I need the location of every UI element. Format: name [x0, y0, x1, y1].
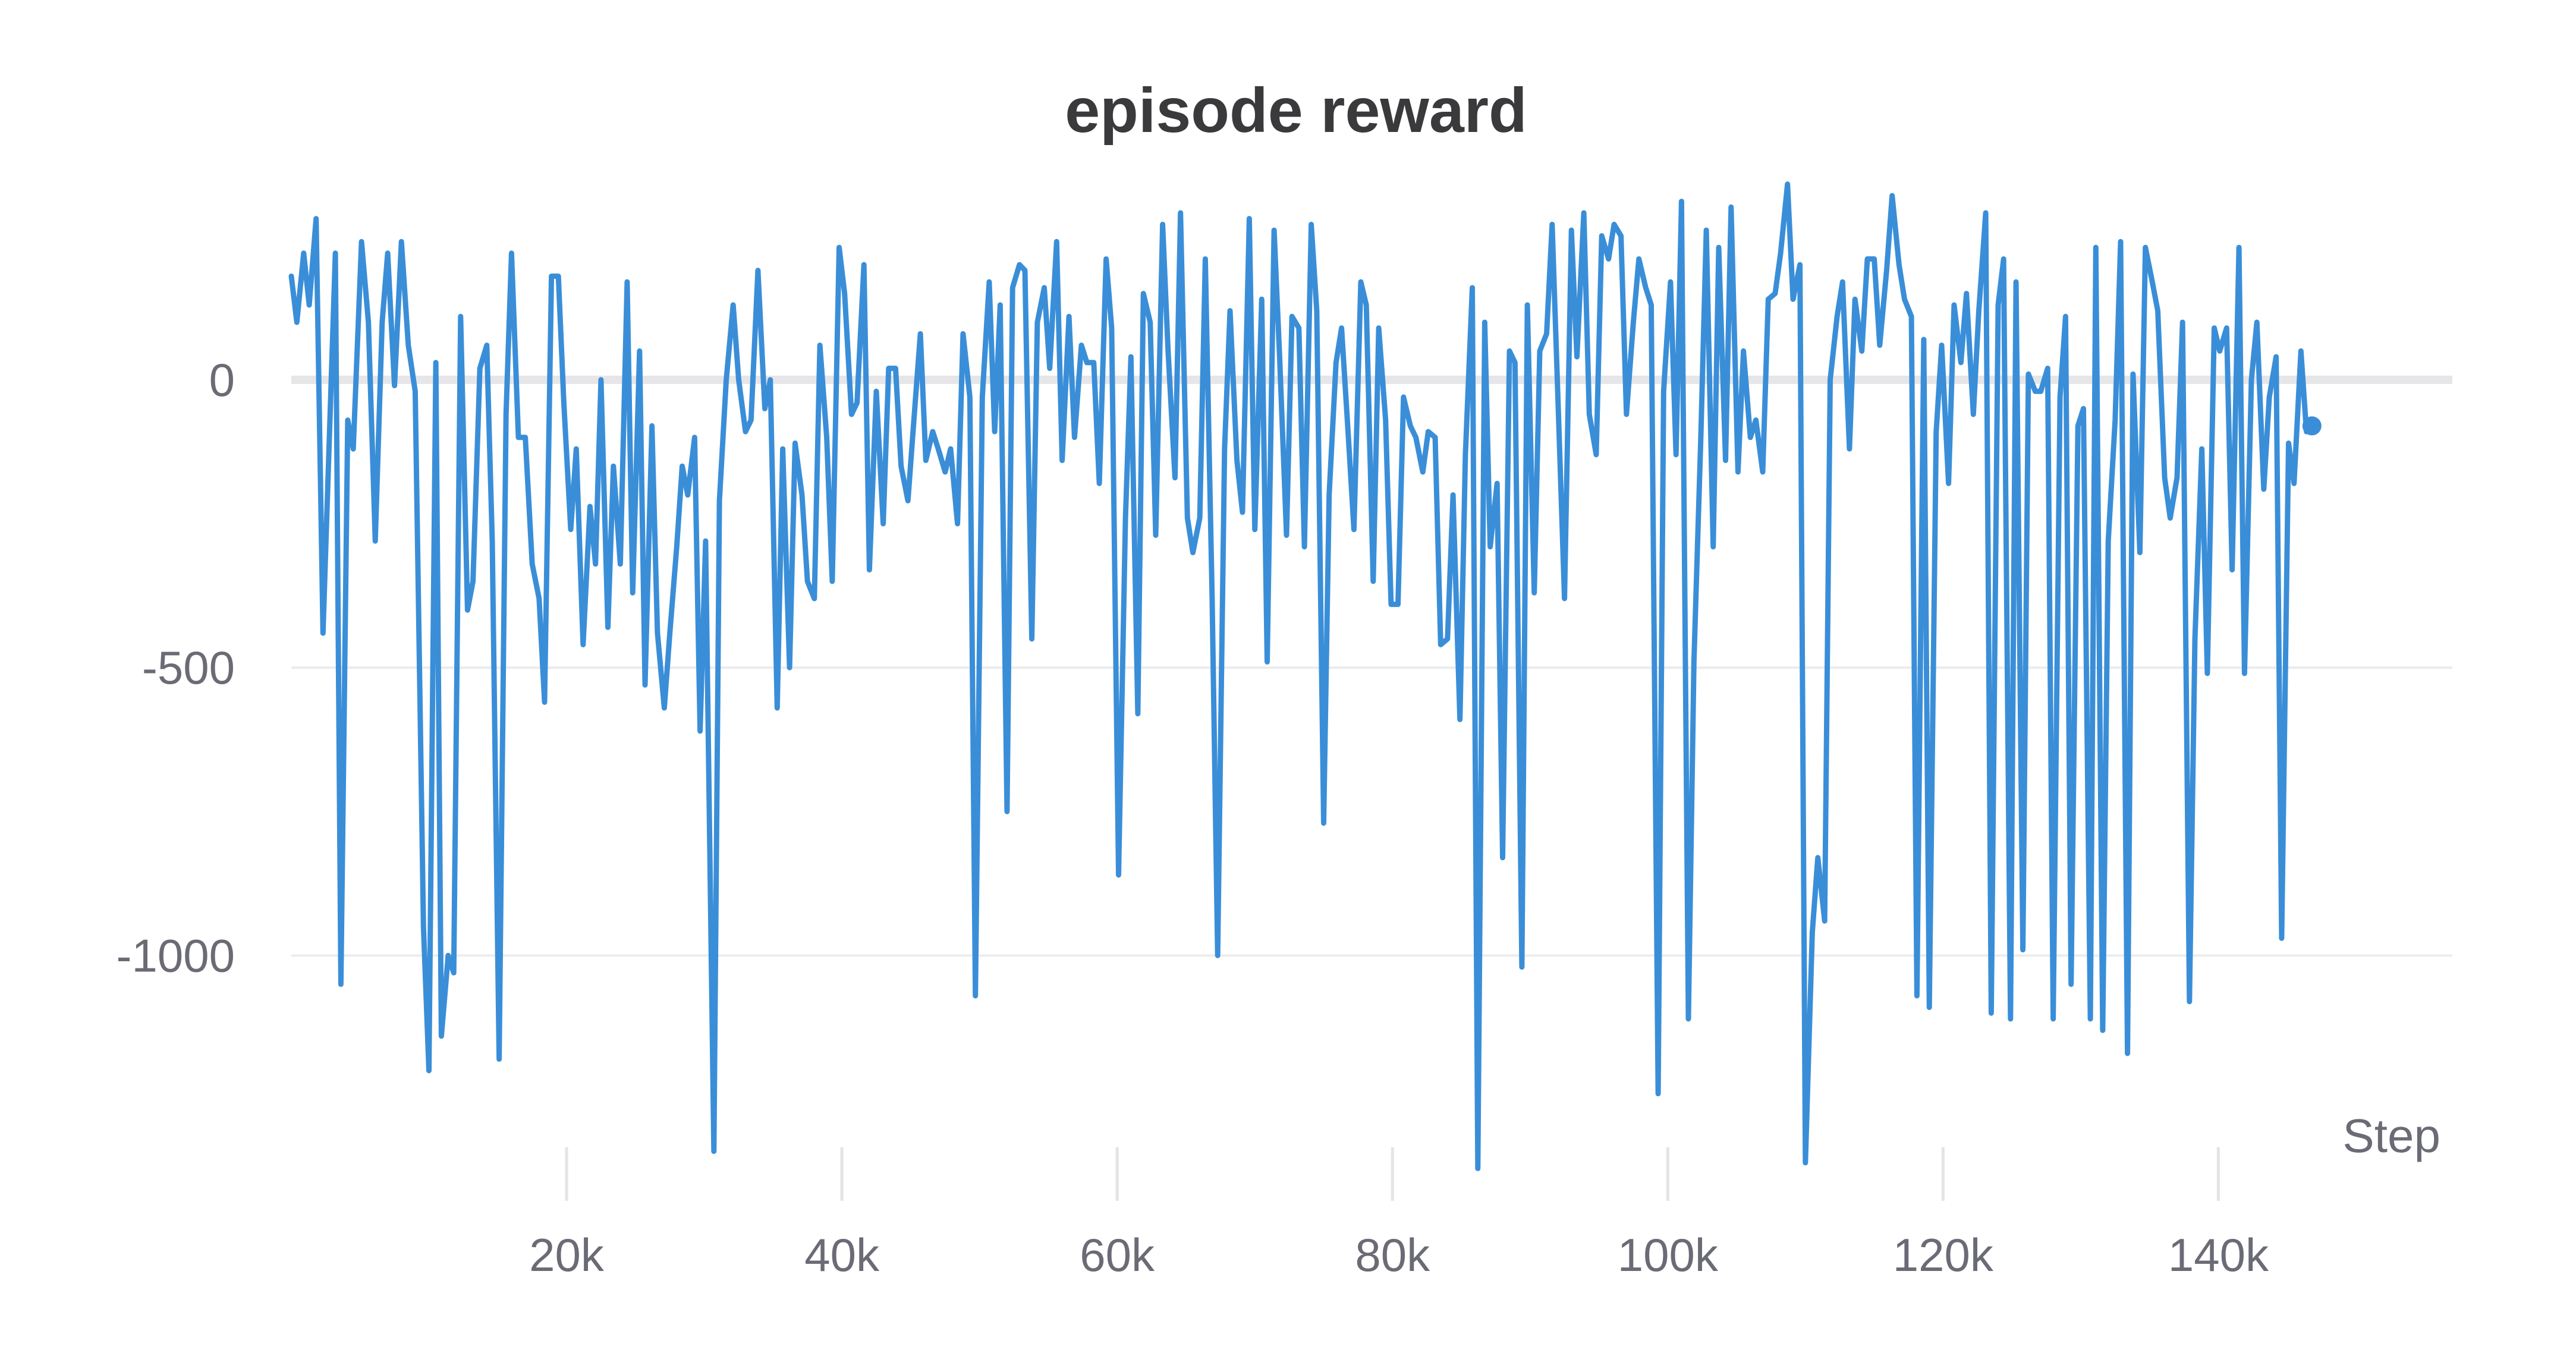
x-tick-label: 100k	[1618, 1229, 1719, 1281]
x-tick-label: 40k	[804, 1229, 880, 1281]
y-tick-label: -500	[142, 641, 235, 694]
y-tick-label: -1000	[117, 929, 235, 981]
chart-title: episode reward	[1065, 75, 1527, 146]
x-tick-label: 60k	[1080, 1229, 1155, 1281]
y-axis: 0 -500 -1000	[117, 354, 235, 981]
x-tick-label: 140k	[2168, 1229, 2269, 1281]
series-group	[288, 181, 2322, 1172]
x-axis-label: Step	[2342, 1109, 2440, 1162]
x-tick-label: 20k	[529, 1229, 605, 1281]
series-end-point	[2302, 416, 2322, 436]
x-axis: 20k 40k 60k 80k 100k 120k 140k	[529, 1147, 2269, 1281]
series-line	[288, 181, 2315, 1172]
y-tick-label: 0	[209, 354, 235, 406]
x-tick-label: 120k	[1893, 1229, 1994, 1281]
x-tick-label: 80k	[1355, 1229, 1430, 1281]
